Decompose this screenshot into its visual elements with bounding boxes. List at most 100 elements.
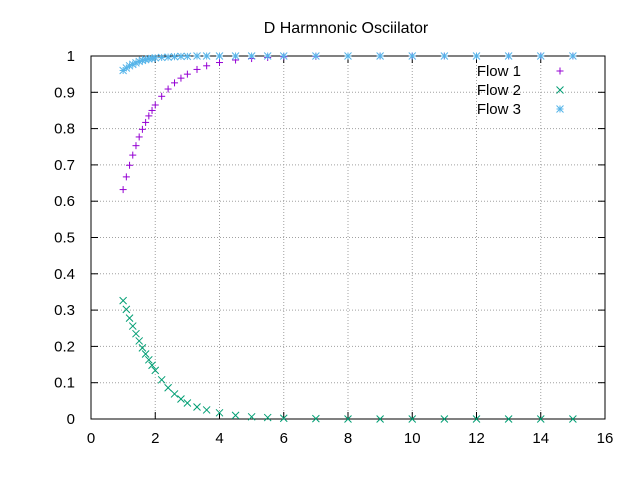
data-point [177,74,185,82]
data-point [126,161,134,169]
data-point [215,408,224,417]
data-points [119,52,577,423]
data-point [145,112,153,120]
x-tick-labels: 0 2 4 6 8 10 12 14 16 [87,430,614,447]
data-point [148,361,156,370]
data-point [231,411,240,420]
x-tick-label: 16 [597,430,614,447]
y-tick-label: 0.7 [54,157,75,174]
data-point [132,329,140,338]
x-tick-label: 10 [404,430,421,447]
data-point [164,383,172,392]
data-point [247,412,256,421]
data-point [472,415,481,423]
legend-marker [556,67,564,75]
legend-label: Flow 1 [477,63,521,80]
data-point [193,52,201,60]
y-tick-label: 0.8 [54,121,75,138]
data-point [119,186,127,194]
data-point [135,337,144,345]
data-point [151,366,160,375]
x-tick-label: 14 [532,430,549,447]
x-tick-label: 2 [151,430,159,447]
data-point [183,70,191,78]
y-tick-label: 0.2 [54,338,75,355]
data-point [144,355,153,364]
data-point [157,53,166,62]
x-tick-label: 0 [87,430,95,447]
data-point [216,59,223,67]
data-point [128,322,137,330]
data-point [215,52,224,60]
data-point [344,52,352,60]
data-point [193,65,201,73]
data-point [183,399,192,407]
data-point [312,52,320,60]
data-point [408,415,417,423]
y-tick-label: 0.4 [54,266,75,283]
data-point [142,118,150,126]
data-point [231,52,240,60]
data-point [177,395,185,403]
data-point [279,52,288,60]
y-tick-label: 1 [67,48,75,65]
data-point [151,101,159,109]
grid-lines [91,56,605,419]
data-point [171,79,179,87]
data-point [122,173,130,181]
data-point [263,52,272,60]
y-tick-labels: 0 0.1 0.2 0.3 0.4 0.5 0.6 0.7 0.8 0.9 1 [54,48,75,428]
data-point [122,305,131,314]
data-point [141,350,150,358]
data-point [376,415,384,423]
data-point [119,296,127,305]
data-point [312,414,320,423]
data-point [138,343,147,352]
data-point [203,62,211,70]
data-point [148,106,156,114]
x-tick-label: 8 [344,430,352,447]
data-point [504,415,513,423]
data-point [569,415,577,423]
data-point [164,85,172,93]
data-point [158,92,166,100]
data-point [183,52,192,61]
data-point [177,52,185,61]
legend-marker [556,86,564,94]
data-point [472,52,481,60]
y-tick-label: 0.1 [54,375,75,392]
data-point [376,52,384,60]
y-tick-label: 0.3 [54,302,75,319]
data-point [202,406,211,414]
data-point [440,52,449,60]
y-tick-label: 0.9 [54,84,75,101]
chart-title: D Harmnonic Osciilator [264,20,429,37]
data-point [440,415,449,423]
data-point [157,375,166,384]
data-point [170,52,179,61]
data-point [129,151,137,159]
data-point [536,415,545,423]
y-tick-label: 0 [67,411,75,428]
data-point [125,314,134,322]
data-point [193,403,201,411]
legend: Flow 1 Flow 2 Flow 3 [477,63,564,118]
legend-label: Flow 2 [477,82,521,99]
data-point [247,52,256,60]
y-tick-label: 0.6 [54,193,75,210]
data-point [164,53,172,61]
series-flow-3 [119,52,577,75]
data-point [135,133,143,141]
x-tick-label: 4 [215,430,223,447]
data-point [263,413,272,422]
data-point [408,52,417,60]
data-point [279,414,288,423]
data-point [344,415,352,423]
x-tick-label: 6 [280,430,288,447]
data-point [202,52,211,60]
data-point [569,52,577,60]
y-tick-label: 0.5 [54,230,75,247]
data-point [151,53,160,62]
data-point [132,142,140,150]
